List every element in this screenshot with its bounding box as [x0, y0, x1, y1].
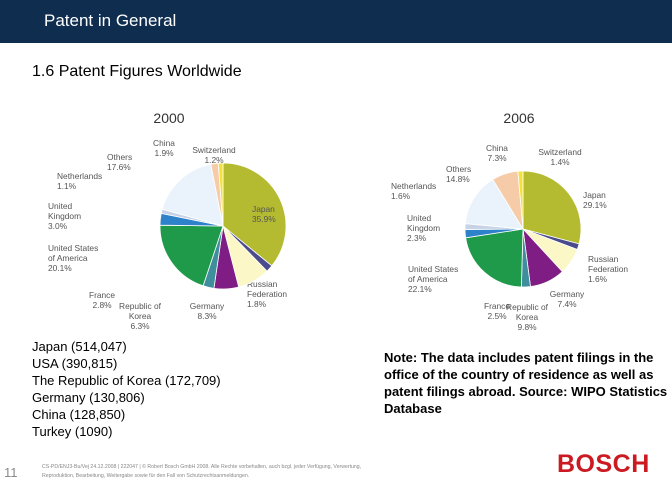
slide-title: Patent in General: [44, 11, 177, 30]
source-note: Note: The data includes patent filings i…: [384, 350, 668, 416]
slice-label: France 2.5%: [484, 301, 510, 321]
slice-label: Others 14.8%: [446, 164, 471, 184]
slice-label: Others 17.6%: [107, 152, 132, 172]
list-item: Turkey (1090): [32, 424, 113, 439]
pie-slice: [517, 170, 524, 230]
bosch-logo: BOSCH: [557, 450, 650, 478]
list-item: China (128,850): [32, 407, 126, 422]
filings-list: Japan (514,047) USA (390,815) The Republ…: [32, 338, 221, 440]
slice-label: United States of America 20.1%: [48, 243, 98, 273]
slice-label: China 7.3%: [486, 143, 508, 163]
slice-label: Japan 29.1%: [583, 190, 607, 210]
footer-line: Reproduktion, Bearbeitung, Weitergabe so…: [42, 472, 250, 479]
pie-slice: [217, 162, 224, 227]
slice-label: Russian Federation 1.8%: [247, 279, 287, 309]
slice-label: Netherlands 1.6%: [391, 181, 436, 201]
slice-label: China 1.9%: [153, 138, 175, 158]
slice-label: Netherlands 1.1%: [57, 171, 102, 191]
pie-chart-2000: Japan 35.9% Russian Federation 1.8% Germany 8.…: [48, 110, 287, 331]
pie-slice: [159, 224, 224, 287]
slice-label: Germany 8.3%: [190, 301, 225, 321]
slice-label: United States of America 22.1%: [408, 264, 458, 294]
footer-line: CS-PD/ENJ3-Bu/Vej 24.12.2008 | 222047 | …: [42, 464, 362, 470]
pie-slice: [464, 178, 524, 230]
pie-slice: [522, 170, 582, 245]
footer-copyright: CS-PD/ENJ3-Bu/Vej 24.12.2008 | 222047 | …: [42, 463, 361, 480]
list-item: Germany (130,806): [32, 390, 145, 405]
slice-label: France 2.8%: [89, 290, 115, 310]
pie-chart-2006: Japan 29.1% Russian Federation 1.6%Germany 7.…: [391, 110, 628, 332]
slice-label: Germany 7.4%: [550, 289, 585, 309]
chart-year-title: 2000: [153, 110, 184, 126]
slice-label: United Kingdom 3.0%: [48, 201, 81, 231]
title-bar: Patent in General: [0, 0, 672, 43]
section-title: 1.6 Patent Figures Worldwide: [32, 63, 242, 80]
slice-label: Switzerland 1.2%: [192, 145, 236, 165]
chart-year-title: 2006: [503, 110, 534, 126]
slice-label: Republic of Korea 6.3%: [119, 301, 162, 331]
slice-label: Switzerland 1.4%: [538, 147, 582, 167]
slice-label: Japan 35.9%: [252, 204, 276, 224]
list-item: Japan (514,047): [32, 339, 127, 354]
slice-label: Republic of Korea 9.8%: [506, 302, 549, 332]
list-item: USA (390,815): [32, 356, 118, 371]
slice-label: Russian Federation 1.6%: [588, 254, 628, 284]
pie-slice: [161, 163, 224, 227]
pie-slice: [465, 228, 524, 288]
slice-label: United Kingdom 2.3%: [407, 213, 440, 243]
list-item: The Republic of Korea (172,709): [32, 373, 221, 388]
pie-slice: [222, 162, 287, 267]
page-number: 11: [4, 465, 18, 480]
